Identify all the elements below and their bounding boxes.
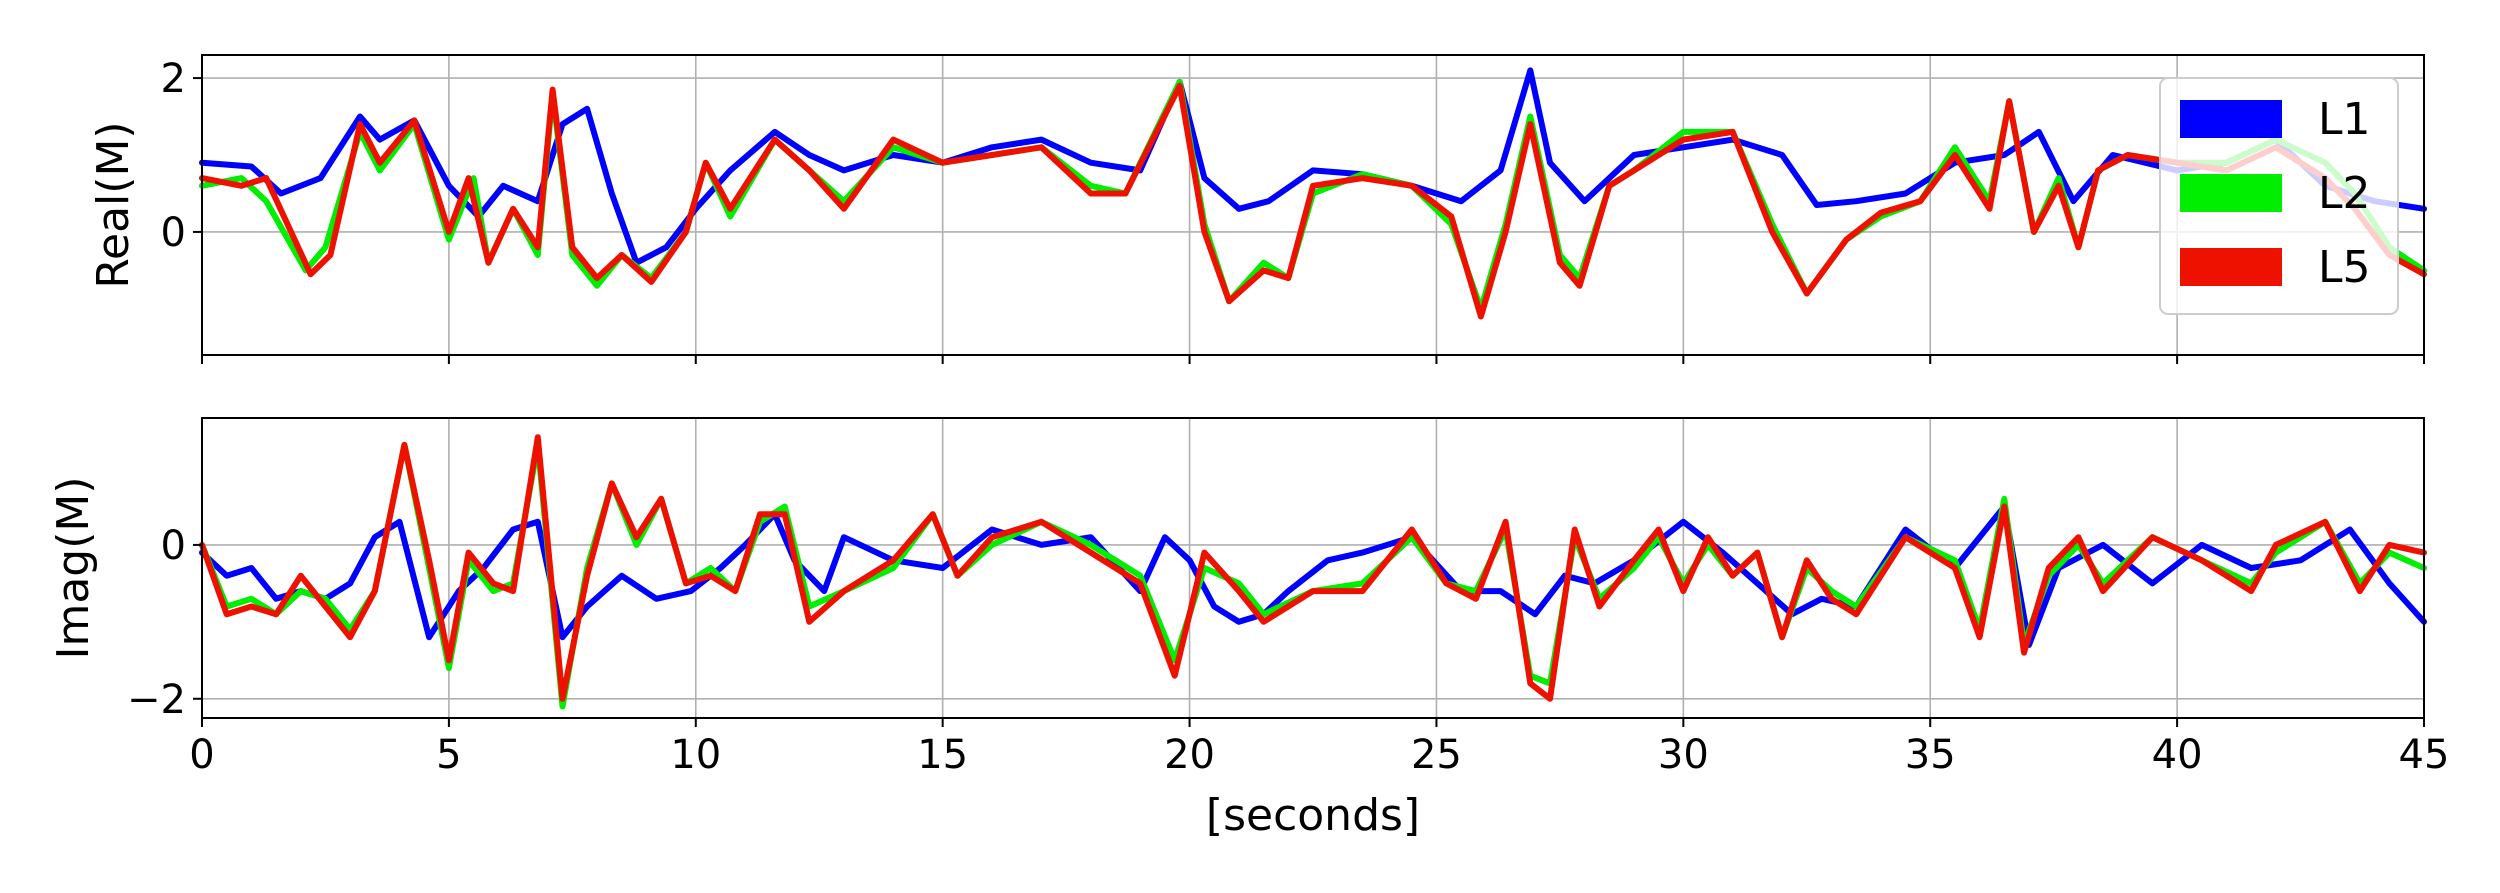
legend: L1 L2 L5 (2159, 77, 2399, 315)
imag-xtick-label: 45 (2399, 732, 2450, 778)
imag-xtick-label: 35 (1905, 732, 1956, 778)
imag-xtick-label: 20 (1164, 732, 1215, 778)
imag-series (199, 434, 2427, 710)
imag-plot-frame (201, 417, 2425, 719)
imag-ticks: 0 5 10 15 20 25 30 35 40 45−20 (127, 523, 2449, 778)
x-axis-label: [seconds] (1206, 790, 1420, 841)
legend-label-l5: L5 (2318, 242, 2371, 293)
real-plot-frame (201, 54, 2425, 356)
imag-series-l1 (199, 503, 2427, 648)
real-ylabel: Real(M) (88, 121, 139, 288)
imag-series-l5 (199, 434, 2427, 702)
imag-series-l2 (199, 441, 2427, 710)
legend-swatch-l5 (2180, 248, 2282, 286)
imag-panel: 0 5 10 15 20 25 30 35 40 45−20 Imag(M) (48, 417, 2449, 778)
imag-ylabel: Imag(M) (48, 476, 99, 659)
legend-swatch-l2 (2180, 174, 2282, 212)
imag-xtick-label: 5 (436, 732, 461, 778)
real-ytick-label: 2 (161, 56, 186, 102)
imag-xtick-label: 10 (670, 732, 721, 778)
imag-xtick-label: 0 (189, 732, 214, 778)
imag-ytick-label: 0 (161, 523, 186, 569)
imag-xtick-label: 25 (1411, 732, 1462, 778)
real-series-l1 (199, 67, 2427, 266)
legend-label-l2: L2 (2318, 168, 2371, 219)
real-ytick-label: 0 (161, 210, 186, 256)
imag-xtick-label: 30 (1658, 732, 1709, 778)
real-series-l5 (199, 82, 2427, 320)
legend-label-l1: L1 (2318, 94, 2371, 145)
imag-xtick-label: 40 (2152, 732, 2203, 778)
real-ticks: 02 (161, 56, 2425, 364)
imag-grid (201, 418, 2425, 718)
imag-ytick-label: −2 (127, 677, 186, 723)
imag-xtick-label: 15 (917, 732, 968, 778)
real-series (199, 67, 2427, 320)
real-panel: 02 Real(M) (88, 54, 2427, 364)
legend-swatch-l1 (2180, 100, 2282, 138)
